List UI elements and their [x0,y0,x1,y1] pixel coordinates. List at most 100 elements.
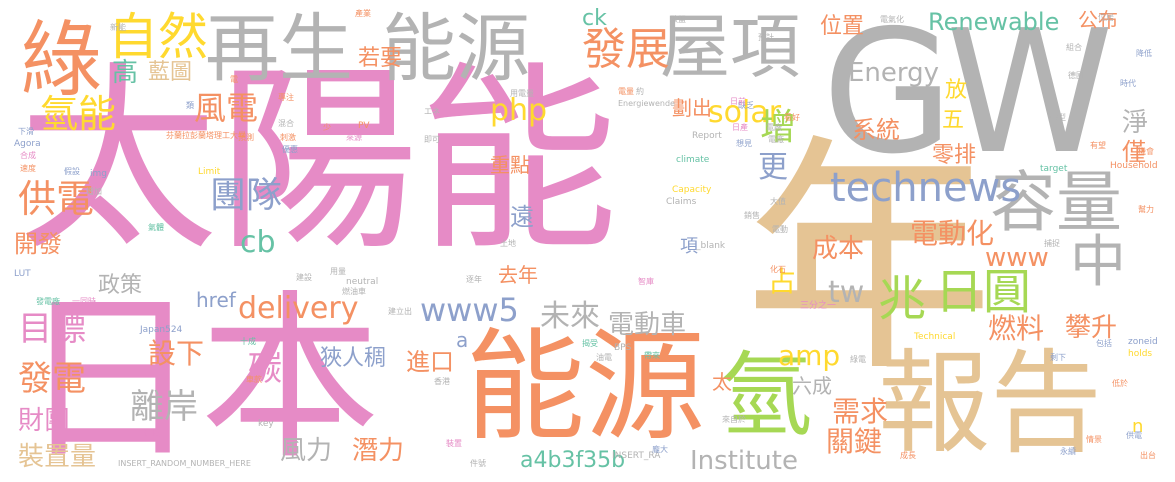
word: 燃油車 [342,287,366,296]
word: 建模 [144,429,160,438]
word: 發電 [18,359,86,399]
word: 供電 [18,177,95,221]
word: Energiewende [618,99,675,108]
word: 若要 [358,46,403,71]
word: Japan524 [140,325,183,335]
word: 芬蘭拉彭蘭塔理工大學 [166,131,246,140]
word: www [985,243,1049,273]
word: 有望 [1090,141,1106,150]
word: 自然 [108,8,208,66]
word: 土地 [500,239,516,248]
word: 建設 [296,273,312,282]
word: 能源 [465,318,705,457]
word: Limit [198,167,221,177]
word: 五 [942,108,965,133]
word: GW [822,0,1114,192]
word: エネ [424,107,440,116]
word: solar [708,95,782,130]
word: 裝置 [446,439,462,448]
word: 發電廠 [36,297,60,306]
word: 優惠 [282,145,298,154]
word: 想見 [736,139,752,148]
word: 用電量 [510,89,534,98]
word: 兆 [878,271,927,327]
word: 逐年 [466,275,482,284]
word: Report [692,131,722,141]
word: Capacity [672,185,712,195]
word: 增 [760,107,797,148]
word: php [490,93,548,128]
word: 報告 [878,339,1102,469]
word: 進口 [406,348,454,376]
word: 電量 [618,87,634,96]
word: 即可 [424,135,440,144]
word: a4b3f35b [520,448,626,473]
word: 狹人稠 [320,346,387,371]
word: 中 [1070,230,1126,295]
word: 少 [323,123,331,132]
word: 新能 [110,23,126,32]
word: 氫 [720,342,813,449]
word: 發展 [582,24,670,75]
word: 帶來 [644,351,660,360]
word: key [258,419,274,429]
word: 公布 [1078,8,1118,32]
word: 裝置量 [18,442,97,472]
word: 僅 [1122,138,1146,166]
word: 用量 [330,267,346,276]
word: 屋項 [660,6,800,88]
word: 大值 [770,197,786,206]
word: 位置 [820,14,865,39]
word: 預計 [758,33,774,42]
word: LUT [14,269,31,279]
word: 德國 [1068,71,1084,80]
word: 歐盟 [670,15,686,24]
word: 財團 [18,406,71,436]
word: 看好 [784,113,800,122]
word: 十成 [240,337,256,346]
word: 燃料 [988,312,1045,345]
word: 電 [230,75,238,84]
word: delivery [238,291,359,326]
word: 降低 [1136,49,1152,58]
word: Technical [914,332,956,342]
word: Energy [848,58,940,88]
word: INSERT_RANDOM_NUMBER_HERE [118,459,251,468]
word: 混合 [278,119,294,128]
word: href [196,288,236,312]
word: 銷售 [744,211,760,220]
word: Institute [690,446,798,476]
word: climate [676,155,710,165]
word: 六成 [792,374,832,398]
word: _blank [696,241,726,251]
word: 轉型 [1050,113,1066,122]
word: 目標 [18,309,86,349]
word: 增加 [86,187,102,196]
word: 未來 [540,299,600,334]
word: 香港 [434,377,450,386]
word: 風電 [194,89,259,127]
word: ck [582,6,607,31]
word: 電動化 [910,217,995,250]
word: 刺激 [280,133,296,142]
word: 約 [636,87,644,96]
word: technews [830,165,1022,211]
word: 來自於 [722,415,746,424]
word: cb [240,225,276,260]
word: 位居 [1098,13,1114,22]
word: 藍圖 [148,60,193,85]
word: 龐大 [652,445,668,454]
word: 太陽能 [18,45,619,278]
word: a [456,328,469,352]
word: 綠電 [850,355,866,364]
word: 電氣化 [880,15,904,24]
word: 重點 [490,153,530,177]
word: holds [1128,349,1153,359]
word: zoneid [1128,337,1158,347]
word: amp [778,339,841,372]
word: INSERT_RA [612,451,661,461]
word: 速度 [20,164,36,173]
word: 能源 [382,6,530,92]
word: 建立出 [388,307,412,316]
